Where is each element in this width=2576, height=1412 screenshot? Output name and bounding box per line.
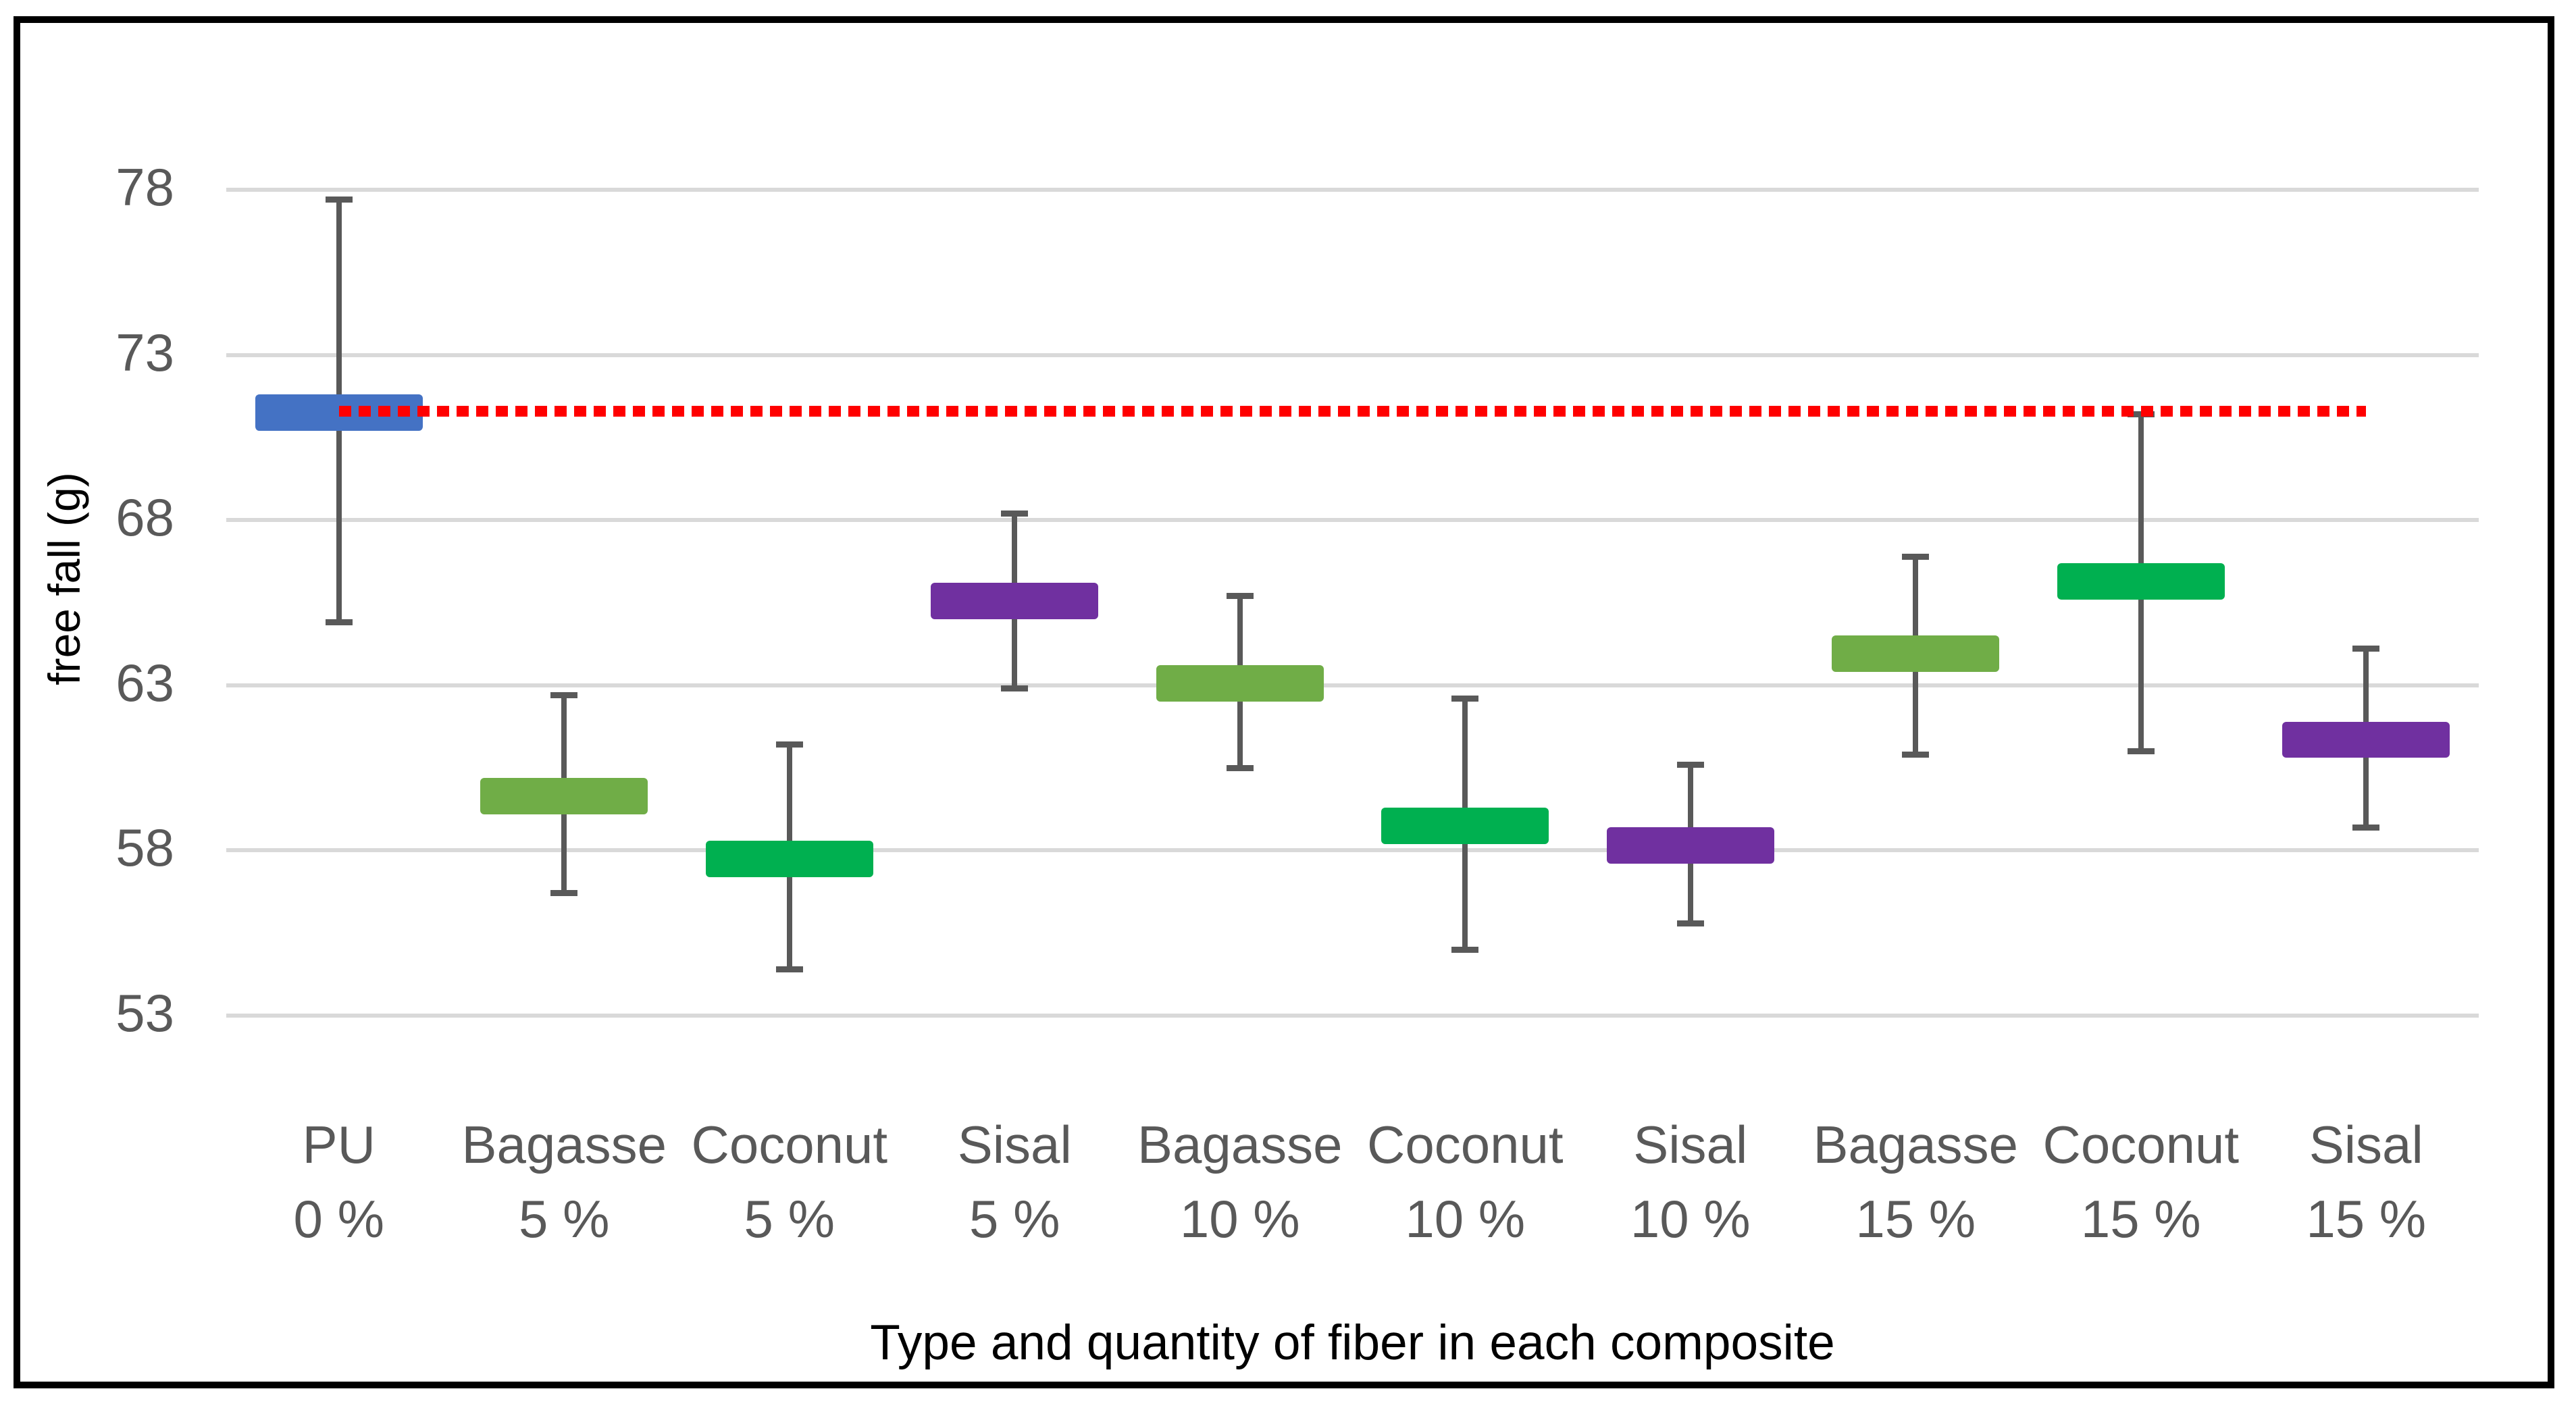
x-category-label: Sisal 10 %	[1578, 1107, 1803, 1256]
whisker-cap-bottom	[2352, 824, 2380, 831]
whisker-cap-top	[1902, 553, 1930, 560]
x-category-label: Coconut 15 %	[2028, 1107, 2254, 1256]
x-category-label-fiber: Coconut	[691, 1115, 888, 1174]
whisker-cap-top	[775, 741, 803, 748]
x-category-label-fiber: Sisal	[957, 1115, 1072, 1174]
x-category-label-fiber: Sisal	[1633, 1115, 1748, 1174]
reference-line	[338, 405, 2367, 417]
box-sisal-5%	[931, 583, 1099, 619]
x-category-label-fiber: PU	[302, 1115, 376, 1174]
x-category-label: Bagasse 10 %	[1127, 1107, 1353, 1256]
x-category-label: PU 0 %	[226, 1107, 452, 1256]
y-gridline-63	[226, 683, 2479, 687]
x-category-label-quantity: 15 %	[1855, 1189, 1976, 1249]
x-category-label-fiber: Coconut	[1366, 1115, 1564, 1174]
x-category-label: Bagasse 15 %	[1803, 1107, 2029, 1256]
x-category-label-fiber: Bagasse	[1813, 1115, 2019, 1174]
x-category-label: Coconut 10 %	[1353, 1107, 1578, 1256]
y-gridline-68	[226, 518, 2479, 523]
x-category-label: Coconut 5 %	[677, 1107, 902, 1256]
whisker-cap-bottom	[325, 619, 353, 626]
x-category-label: Sisal 15 %	[2254, 1107, 2479, 1256]
y-tick-label-63: 63	[115, 652, 174, 712]
y-tick-label-58: 58	[115, 818, 174, 878]
x-category-label-quantity: 10 %	[1179, 1189, 1300, 1249]
x-category-label-quantity: 10 %	[1405, 1189, 1526, 1249]
whisker-cap-bottom	[550, 890, 578, 897]
x-category-label-quantity: 5 %	[519, 1189, 610, 1249]
x-category-label-fiber: Bagasse	[1137, 1115, 1343, 1174]
x-category-label: Bagasse 5 %	[452, 1107, 677, 1256]
y-gridline-73	[226, 352, 2479, 357]
x-category-label-quantity: 5 %	[744, 1189, 835, 1249]
whisker-cap-bottom	[1676, 920, 1704, 926]
y-gridline-53	[226, 1014, 2479, 1018]
whisker-cap-top	[1451, 695, 1479, 702]
x-category-label-quantity: 10 %	[1630, 1189, 1751, 1249]
y-tick-label-68: 68	[115, 488, 174, 548]
x-category-label-fiber: Coconut	[2042, 1115, 2240, 1174]
x-category-label-quantity: 5 %	[969, 1189, 1060, 1249]
whisker-cap-top	[550, 691, 578, 698]
x-axis-title: Type and quantity of fiber in each compo…	[870, 1315, 1835, 1370]
whisker-cap-bottom	[1226, 764, 1254, 771]
box-sisal-15%	[2282, 721, 2450, 758]
box-bagasse-10%	[1156, 665, 1324, 702]
y-tick-label-78: 78	[115, 157, 174, 217]
whisker-cap-top	[325, 197, 353, 203]
box-bagasse-15%	[1832, 635, 2000, 673]
whisker-cap-top	[1001, 510, 1029, 517]
box-coconut-5%	[705, 840, 873, 877]
whisker-cap-top	[1226, 593, 1254, 600]
x-category-label-quantity: 15 %	[2080, 1189, 2201, 1249]
y-tick-label-53: 53	[115, 983, 174, 1043]
x-category-label-quantity: 0 %	[293, 1189, 384, 1249]
x-category-label-fiber: Sisal	[2309, 1115, 2423, 1174]
x-category-label-fiber: Bagasse	[461, 1115, 667, 1174]
box-bagasse-5%	[480, 777, 648, 814]
whisker-cap-top	[2352, 646, 2380, 652]
box-coconut-15%	[2057, 563, 2225, 600]
y-tick-label-73: 73	[115, 322, 174, 382]
whisker-cap-bottom	[1451, 946, 1479, 953]
whisker-cap-bottom	[775, 966, 803, 972]
whisker-cap-bottom	[2127, 748, 2155, 755]
y-gridline-58	[226, 848, 2479, 853]
x-category-label-quantity: 15 %	[2306, 1189, 2427, 1249]
y-axis-title: free fall (g)	[39, 472, 89, 685]
whisker-cap-top	[1676, 761, 1704, 768]
whisker-cap-bottom	[1001, 685, 1029, 692]
box-sisal-10%	[1606, 827, 1774, 864]
box-coconut-10%	[1381, 807, 1549, 844]
whisker-cap-bottom	[1902, 752, 1930, 758]
y-gridline-78	[226, 188, 2479, 192]
x-category-label: Sisal 5 %	[902, 1107, 1128, 1256]
